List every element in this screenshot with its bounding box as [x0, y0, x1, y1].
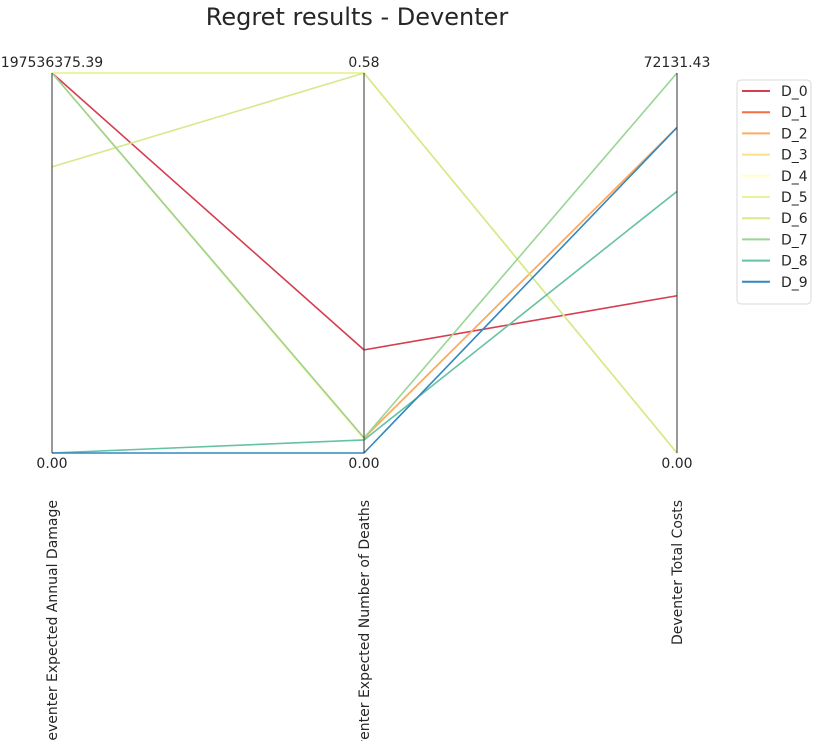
legend-label: D_7: [781, 232, 808, 248]
legend-label: D_5: [781, 190, 808, 206]
legend-label: D_3: [781, 148, 808, 164]
legend-item-d-2: D_2: [742, 126, 808, 142]
legend-item-d-6: D_6: [742, 211, 808, 227]
axis-title-1: Deventer Expected Annual Damage: [45, 500, 61, 741]
axis-min-label-3: 0.00: [661, 456, 692, 472]
legend-item-d-0: D_0: [742, 84, 808, 100]
legend: D_0 D_1 D_2 D_3 D_4 D_5 D_6 D_7 D_8 D_9: [736, 79, 812, 305]
chart-title: Regret results - Deventer: [206, 3, 509, 31]
legend-item-d-7: D_7: [742, 232, 808, 248]
axes: 197536375.39 0.00 Deventer Expected Annual…: [1, 55, 711, 741]
legend-item-d-9: D_9: [742, 275, 808, 291]
legend-item-d-3: D_3: [742, 148, 808, 164]
legend-item-d-4: D_4: [742, 169, 808, 185]
legend-label: D_6: [781, 211, 808, 227]
axis-title-2: Deventer Expected Number of Deaths: [357, 500, 373, 741]
legend-label: D_9: [781, 275, 808, 291]
legend-label: D_8: [781, 254, 808, 270]
legend-item-d-5: D_5: [742, 190, 808, 206]
legend-label: D_4: [781, 169, 808, 185]
legend-label: D_0: [781, 84, 808, 100]
legend-item-d-1: D_1: [742, 105, 808, 121]
axis-title-3: Deventer Total Costs: [670, 500, 686, 645]
legend-frame: [736, 79, 812, 305]
axis-max-label-1: 197536375.39: [1, 55, 103, 71]
axis-min-label-2: 0.00: [348, 456, 379, 472]
axis-max-label-2: 0.58: [348, 55, 379, 71]
legend-label: D_2: [781, 126, 808, 142]
legend-label: D_1: [781, 105, 808, 121]
axis-min-label-1: 0.00: [36, 456, 67, 472]
axis-max-label-3: 72131.43: [644, 55, 711, 71]
legend-item-d-8: D_8: [742, 254, 808, 270]
